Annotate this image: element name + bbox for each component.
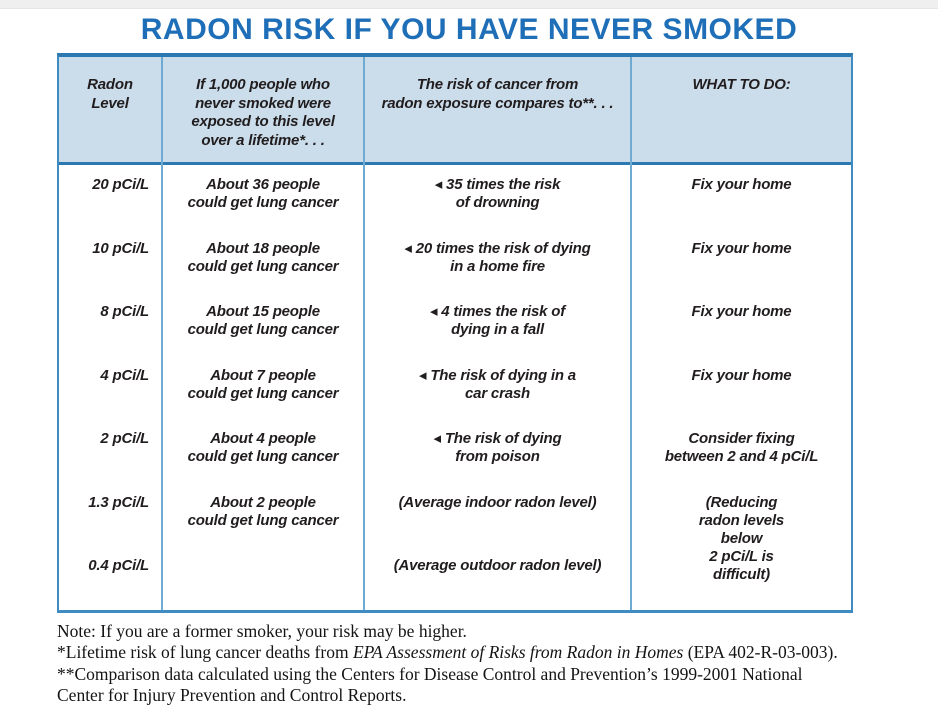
column-what-to-do: WHAT TO DO: Fix your home Fix your home … [632, 57, 851, 610]
page-title: RADON RISK IF YOU HAVE NEVER SMOKED [140, 13, 798, 46]
footnote-lifetime-risk: *Lifetime risk of lung cancer deaths fro… [57, 642, 923, 664]
risk-comparison-cell: ◂ The risk of dying in a car crash [419, 366, 576, 402]
header-what-to-do: WHAT TO DO: [632, 57, 851, 165]
header-exposure-outcome: If 1,000 people who never smoked were ex… [163, 57, 363, 165]
footnotes: Note: If you are a former smoker, your r… [57, 621, 923, 707]
column-radon-level: Radon Level 20 pCi/L 10 pCi/L 8 pCi/L 4 … [59, 57, 163, 610]
people-affected-cell: About 7 people could get lung cancer [187, 366, 339, 402]
risk-comparison-cell: (Average indoor radon level) [398, 493, 597, 511]
radon-level-cell: 8 pCi/L [100, 303, 149, 320]
radon-level-cell: 2 pCi/L [100, 430, 149, 447]
radon-risk-table: Radon Level 20 pCi/L 10 pCi/L 8 pCi/L 4 … [57, 53, 853, 613]
people-affected-cell [163, 546, 363, 610]
people-affected-cell: About 2 people could get lung cancer [187, 493, 339, 529]
footnote-comparison-data: **Comparison data calculated using the C… [57, 663, 803, 706]
what-to-do-cell: Fix your home [691, 239, 792, 257]
what-to-do-cell: Fix your home [691, 303, 792, 320]
column-risk-comparison: The risk of cancer from radon exposure c… [365, 57, 632, 610]
people-affected-cell: About 36 people could get lung cancer [187, 176, 339, 211]
what-to-do-cell: Consider fixing between 2 and 4 pCi/L [664, 430, 819, 465]
what-to-do-cell: Fix your home [691, 176, 792, 193]
radon-level-cell: 0.4 pCi/L [88, 557, 149, 574]
header-risk-comparison: The risk of cancer from radon exposure c… [365, 57, 630, 165]
page-top-strip [0, 0, 938, 9]
footnote-lifetime-pre: *Lifetime risk of lung cancer deaths fro… [57, 642, 353, 662]
people-affected-cell: About 4 people could get lung cancer [187, 430, 339, 465]
radon-level-cell: 10 pCi/L [92, 239, 149, 257]
risk-comparison-cell: (Average outdoor radon level) [393, 557, 602, 574]
people-affected-cell: About 15 people could get lung cancer [187, 303, 339, 338]
footnote-note: Note: If you are a former smoker, your r… [57, 620, 467, 641]
radon-level-cell: 1.3 pCi/L [88, 493, 149, 511]
risk-comparison-cell: ◂ 20 times the risk of dying in a home f… [404, 239, 591, 275]
risk-comparison-cell: ◂ 4 times the risk of dying in a fall [429, 303, 566, 338]
radon-level-cell: 4 pCi/L [100, 366, 149, 384]
what-to-do-cell: Fix your home [691, 366, 792, 384]
risk-comparison-cell: ◂ 35 times the risk of drowning [434, 176, 561, 211]
people-affected-cell: About 18 people could get lung cancer [187, 239, 339, 275]
footnote-lifetime-source-title: EPA Assessment of Risks from Radon in Ho… [352, 642, 684, 662]
footnote-lifetime-post: (EPA 402-R-03-003). [683, 642, 838, 662]
radon-level-cell: 20 pCi/L [92, 176, 149, 193]
risk-comparison-cell: ◂ The risk of dying from poison [433, 430, 562, 465]
what-to-do-span-cell: (Reducing radon levels below 2 pCi/L is … [698, 493, 785, 583]
header-radon-level: Radon Level [59, 57, 161, 165]
column-exposure-outcome: If 1,000 people who never smoked were ex… [163, 57, 365, 610]
